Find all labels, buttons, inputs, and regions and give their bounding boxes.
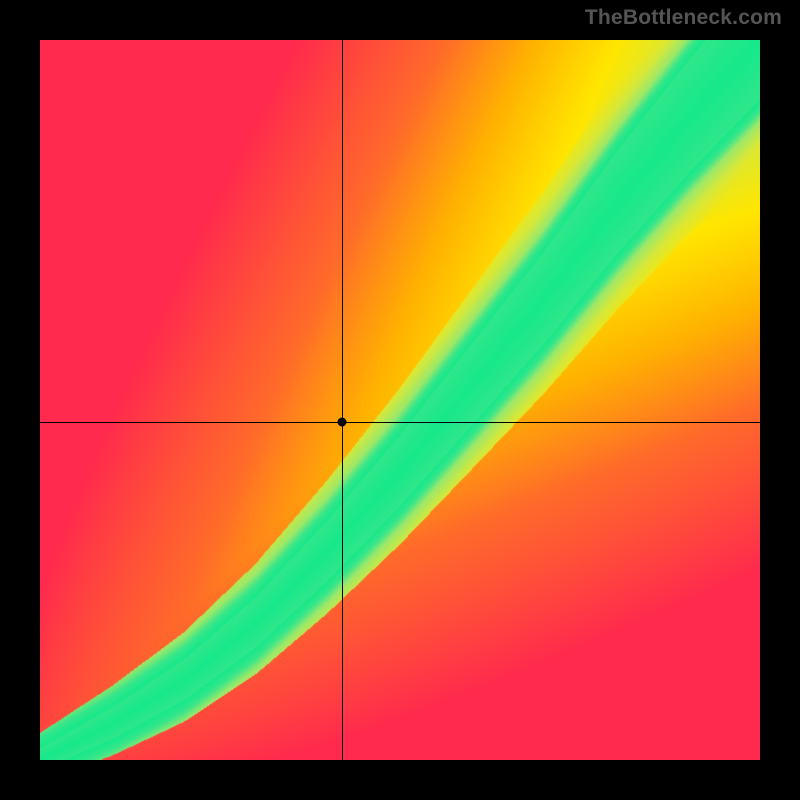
crosshair-vertical [342, 40, 343, 760]
heatmap-canvas [40, 40, 760, 760]
plot-frame [40, 40, 760, 760]
watermark-text: TheBottleneck.com [585, 6, 782, 30]
crosshair-marker[interactable] [338, 418, 347, 427]
crosshair-horizontal [40, 422, 760, 423]
chart-container: TheBottleneck.com [0, 0, 800, 800]
